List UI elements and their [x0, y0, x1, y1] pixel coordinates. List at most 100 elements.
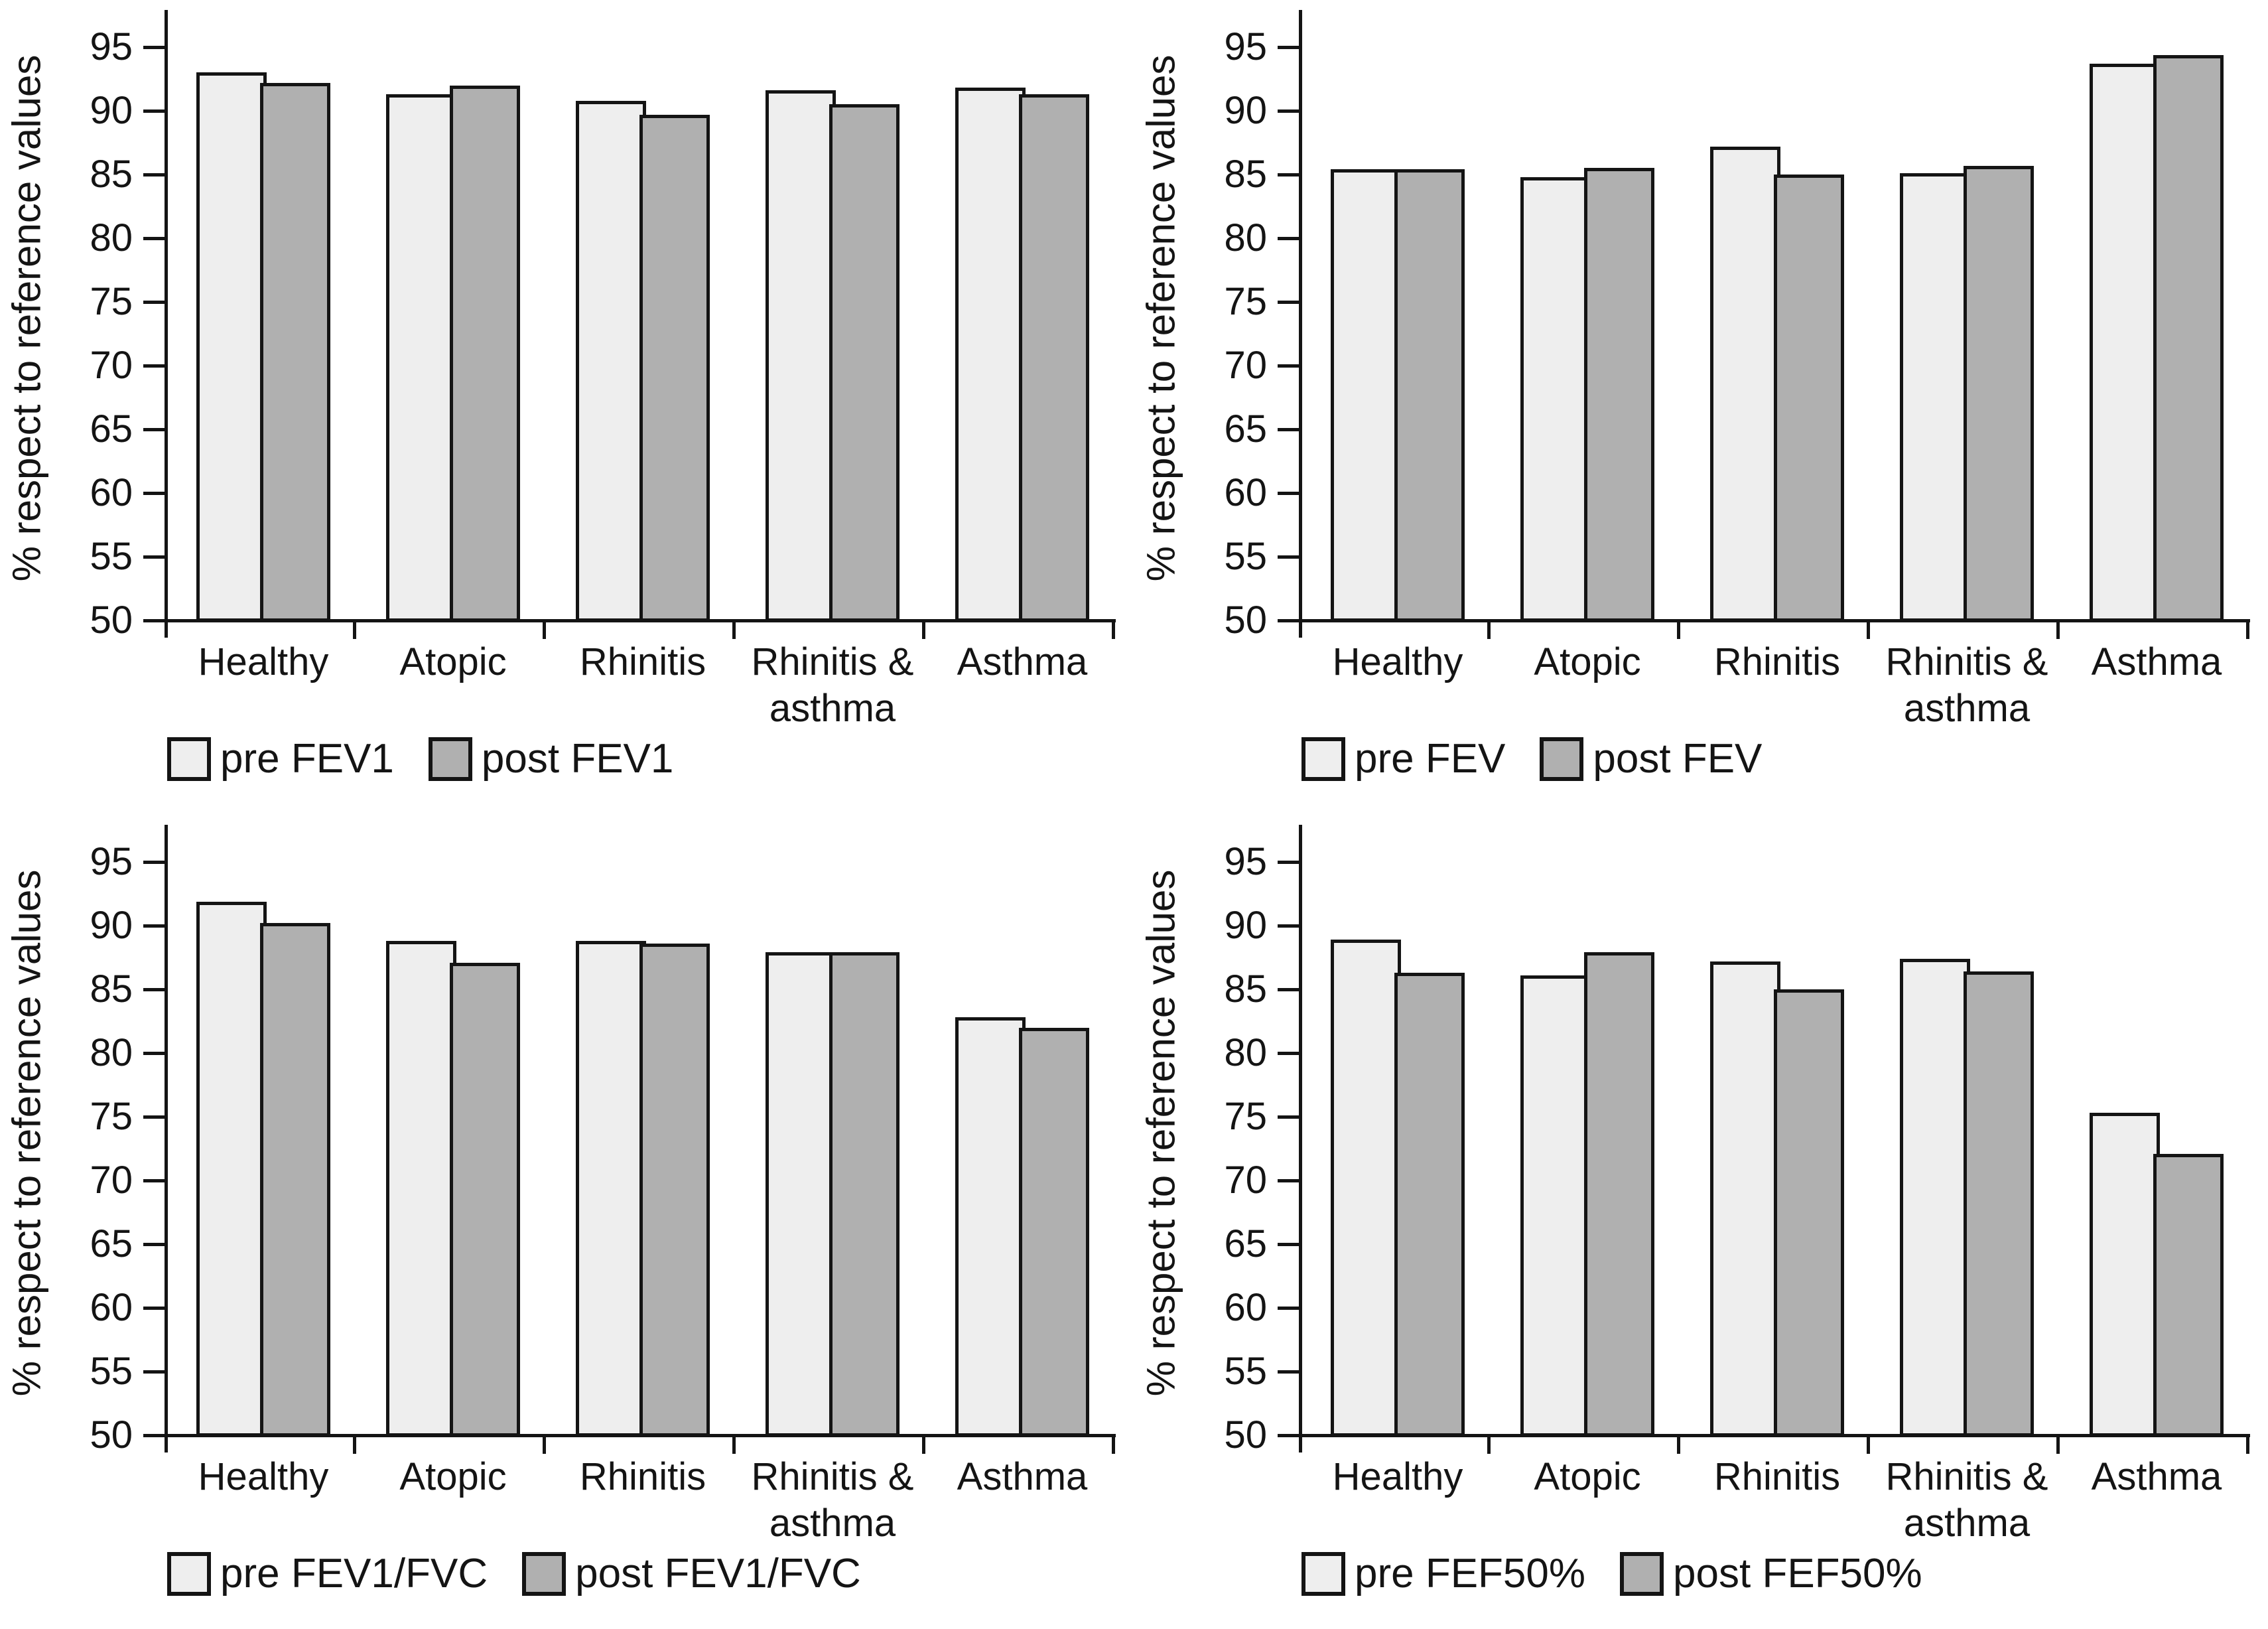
- y-tick-mark: [143, 492, 165, 495]
- y-tick-label: 80: [90, 1031, 133, 1074]
- x-category-label-line: Healthy: [1332, 640, 1463, 683]
- x-category-label-healthy: Healthy: [1245, 639, 1550, 685]
- y-tick-mark: [143, 1115, 165, 1119]
- y-axis-line: [1299, 825, 1302, 1452]
- x-group-boundary-tick: [2246, 622, 2249, 639]
- legend: pre FEV1/FVC post FEV1/FVC: [167, 1550, 861, 1597]
- x-category-label-line: asthma: [769, 1502, 896, 1545]
- y-tick-mark: [143, 988, 165, 991]
- x-group-boundary-tick: [1112, 1437, 1115, 1454]
- bar-pre-fev-rhinitis-asthma: [1900, 173, 1970, 622]
- y-tick-mark: [143, 173, 165, 177]
- bar-pre-fev1-fvc-rhinitis: [576, 941, 646, 1437]
- y-tick-label: 70: [1224, 344, 1267, 387]
- x-category-label-healthy: Healthy: [1245, 1454, 1550, 1500]
- bar-pre-fef50-asthma: [2090, 1113, 2160, 1437]
- y-tick-label: 95: [1224, 840, 1267, 883]
- y-tick-label: 55: [1224, 1350, 1267, 1393]
- y-tick-mark: [1278, 1052, 1299, 1055]
- bar-post-fev-rhinitis: [1774, 175, 1844, 622]
- x-category-label-line: asthma: [1903, 687, 2031, 730]
- legend-swatch-post-fev1-fvc: [522, 1551, 567, 1596]
- x-category-label-line: Asthma: [957, 640, 1088, 683]
- bar-post-fev1-atopic: [450, 85, 520, 622]
- x-category-label-asthma: Asthma: [870, 1454, 1175, 1500]
- y-tick-mark: [1278, 1370, 1299, 1374]
- bar-pre-fev-healthy: [1331, 169, 1401, 622]
- legend-item-pre-fev: pre FEV: [1301, 735, 1505, 782]
- y-tick-label: 70: [1224, 1159, 1267, 1202]
- y-tick-label: 80: [1224, 216, 1267, 259]
- y-tick-mark: [1278, 1307, 1299, 1310]
- x-category-label-atopic: Atopic: [1435, 1454, 1740, 1500]
- bar-post-fef50-asthma: [2153, 1153, 2224, 1437]
- y-tick-mark: [1278, 1243, 1299, 1246]
- bar-post-fev-atopic: [1584, 168, 1654, 622]
- bar-post-fev1-healthy: [260, 82, 330, 622]
- x-category-label-healthy: Healthy: [111, 1454, 416, 1500]
- x-category-label-line: Rhinitis &: [751, 640, 914, 683]
- bar-pre-fef50-healthy: [1331, 940, 1401, 1437]
- x-group-boundary-tick: [1112, 622, 1115, 639]
- y-tick-label: 80: [1224, 1031, 1267, 1074]
- x-category-label-atopic: Atopic: [300, 1454, 606, 1500]
- chart-panel-fef50: % respect to reference values 50 55 60 65 70 7…: [1134, 815, 2268, 1629]
- y-tick-mark: [1278, 988, 1299, 991]
- y-tick-mark: [1278, 924, 1299, 928]
- y-tick-label: 90: [90, 904, 133, 947]
- x-group-boundary-tick: [2056, 622, 2060, 639]
- x-group-boundary-tick: [1867, 1437, 1870, 1454]
- x-category-label-line: Atopic: [399, 640, 507, 683]
- y-tick-label: 85: [1224, 153, 1267, 196]
- bar-pre-fev1-atopic: [386, 94, 456, 622]
- bar-pre-fev1-fvc-asthma: [955, 1017, 1026, 1437]
- chart-panel-fev1: % respect to reference values 50 55 60 65 70 7…: [0, 0, 1134, 814]
- legend-swatch-post-fev1: [428, 737, 472, 781]
- y-tick-mark: [1278, 173, 1299, 177]
- x-category-label-line: Atopic: [399, 1455, 507, 1498]
- y-tick-label: 75: [1224, 1095, 1267, 1138]
- bar-post-fef50-rhinitis-asthma: [1964, 971, 2034, 1437]
- x-category-label-rhinitis: Rhinitis: [1625, 639, 1930, 685]
- bar-post-fev-healthy: [1394, 169, 1465, 622]
- y-tick-label: 50: [1224, 1413, 1267, 1456]
- bar-pre-fev-asthma: [2090, 63, 2160, 622]
- bar-post-fev-rhinitis-asthma: [1964, 165, 2034, 622]
- bar-pre-fev-rhinitis: [1710, 146, 1780, 622]
- bar-pre-fev1-rhinitis: [576, 100, 646, 622]
- x-group-boundary-tick: [1677, 622, 1680, 639]
- legend-item-post-fef50: post FEF50%: [1620, 1550, 1922, 1597]
- x-category-label-line: Rhinitis &: [1885, 640, 2048, 683]
- y-tick-label: 65: [90, 407, 133, 451]
- y-tick-label: 85: [90, 967, 133, 1011]
- y-tick-label: 95: [1224, 25, 1267, 68]
- y-tick-mark: [1278, 555, 1299, 559]
- x-category-label-rhinitis: Rhinitis: [490, 1454, 795, 1500]
- y-tick-label: 80: [90, 216, 133, 259]
- bar-post-fev1-fvc-healthy: [260, 923, 330, 1437]
- legend-swatch-pre-fev: [1301, 737, 1345, 781]
- x-group-boundary-tick: [353, 1437, 356, 1454]
- y-tick-mark: [143, 428, 165, 431]
- x-group-boundary-tick: [2056, 1437, 2060, 1454]
- bar-pre-fev1-fvc-rhinitis-asthma: [766, 952, 836, 1437]
- x-category-label-asthma: Asthma: [870, 639, 1175, 685]
- x-category-label-line: Rhinitis &: [751, 1455, 914, 1498]
- x-category-label-asthma: Asthma: [2004, 1454, 2268, 1500]
- bar-pre-fev1-asthma: [955, 88, 1026, 622]
- legend-item-pre-fev1: pre FEV1: [167, 735, 394, 782]
- x-category-label-line: Healthy: [1332, 1455, 1463, 1498]
- legend-swatch-post-fev: [1540, 737, 1584, 781]
- y-tick-mark: [1278, 1179, 1299, 1182]
- x-category-label-healthy: Healthy: [111, 639, 416, 685]
- y-tick-mark: [1278, 428, 1299, 431]
- y-tick-label: 50: [1224, 599, 1267, 642]
- x-group-boundary-tick: [1677, 1437, 1680, 1454]
- legend-item-post-fev: post FEV: [1540, 735, 1762, 782]
- x-category-label-line: Rhinitis: [579, 640, 706, 683]
- y-axis-line: [165, 10, 168, 638]
- x-category-label-line: Healthy: [198, 640, 329, 683]
- y-tick-mark: [143, 1307, 165, 1310]
- x-category-label-line: Rhinitis &: [1885, 1455, 2048, 1498]
